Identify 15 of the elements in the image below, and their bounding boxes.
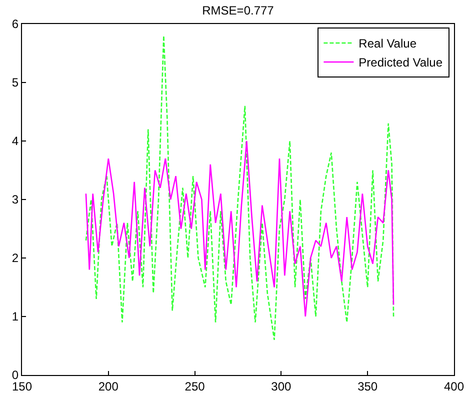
y-tick-label: 2 — [12, 251, 19, 266]
line-series — [85, 140, 394, 318]
chart-title: RMSE=0.777 — [202, 3, 274, 18]
y-tick-label: 3 — [12, 192, 19, 207]
y-tick-label: 1 — [12, 310, 19, 324]
legend-label: Real Value — [358, 36, 417, 51]
x-tick-label: 200 — [98, 379, 119, 394]
y-tick-label: 6 — [12, 17, 19, 32]
legend-label: Predicted Value — [358, 56, 443, 70]
x-tick-label: 250 — [184, 379, 206, 394]
x-tick-label: 350 — [358, 379, 378, 394]
x-tick-label: 400 — [444, 379, 464, 394]
x-tick-label: 300 — [271, 379, 292, 394]
y-tick-label: 4 — [12, 134, 19, 148]
y-tick-label: 5 — [12, 76, 19, 90]
